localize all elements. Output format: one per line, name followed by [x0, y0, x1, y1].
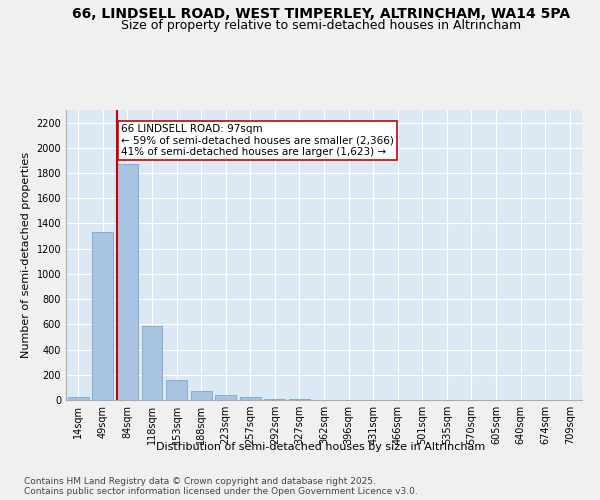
Bar [191, 390, 212, 400]
Y-axis label: Number of semi-detached properties: Number of semi-detached properties [21, 152, 31, 358]
Text: Size of property relative to semi-detached houses in Altrincham: Size of property relative to semi-detach… [121, 19, 521, 32]
Bar [117, 164, 138, 400]
Text: 66 LINDSELL ROAD: 97sqm
← 59% of semi-detached houses are smaller (2,366)
41% of: 66 LINDSELL ROAD: 97sqm ← 59% of semi-de… [121, 124, 394, 157]
Bar [240, 398, 261, 400]
Bar [166, 380, 187, 400]
Bar [68, 398, 89, 400]
Bar [142, 326, 163, 400]
Text: Distribution of semi-detached houses by size in Altrincham: Distribution of semi-detached houses by … [157, 442, 485, 452]
Bar [92, 232, 113, 400]
Bar [265, 398, 286, 400]
Bar [215, 395, 236, 400]
Text: Contains HM Land Registry data © Crown copyright and database right 2025.
Contai: Contains HM Land Registry data © Crown c… [24, 476, 418, 496]
Text: 66, LINDSELL ROAD, WEST TIMPERLEY, ALTRINCHAM, WA14 5PA: 66, LINDSELL ROAD, WEST TIMPERLEY, ALTRI… [72, 8, 570, 22]
